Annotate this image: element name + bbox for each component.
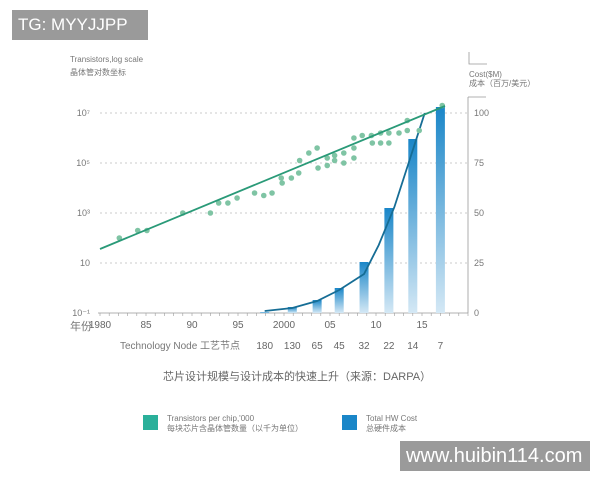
transistor-point bbox=[306, 150, 312, 156]
transistor-point bbox=[369, 140, 376, 146]
y-left-label-en: Transistors,log scale bbox=[70, 55, 144, 64]
legend-swatch-cost bbox=[342, 415, 357, 430]
cost-bar bbox=[435, 107, 445, 313]
y-right-label-cn: 成本（百万/美元） bbox=[469, 79, 536, 88]
transistor-point bbox=[351, 145, 357, 151]
watermark-bottom-right: www.huibin114.com bbox=[400, 441, 590, 471]
transistor-point bbox=[341, 160, 347, 166]
y-left-tick-label: 10³ bbox=[77, 208, 90, 218]
transistor-point bbox=[251, 190, 258, 196]
node-tick-label: 32 bbox=[358, 341, 370, 352]
node-tick-label: 130 bbox=[284, 341, 301, 352]
y-right-tick-label: 0 bbox=[474, 308, 479, 318]
transistor-point bbox=[269, 190, 275, 196]
chart-title: 芯片设计规模与设计成本的快速上升（来源：DARPA） bbox=[163, 371, 432, 383]
y-right-tick-label: 50 bbox=[474, 208, 484, 218]
transistor-point bbox=[351, 135, 357, 141]
cost-bar bbox=[359, 262, 369, 313]
cost-bar bbox=[408, 139, 418, 313]
cost-bar bbox=[287, 307, 297, 313]
transistor-point bbox=[416, 127, 423, 134]
transistor-point bbox=[386, 140, 392, 146]
transistor-point bbox=[207, 210, 214, 216]
transistor-point bbox=[324, 162, 331, 169]
x-tick-label: 85 bbox=[140, 320, 152, 331]
legend-cost-en: Total HW Cost bbox=[366, 414, 418, 423]
transistor-point bbox=[386, 130, 392, 136]
node-tick-label: 7 bbox=[438, 341, 444, 352]
legend-transistors-en: Transistors per chip,'000 bbox=[167, 414, 255, 423]
transistor-point bbox=[359, 132, 366, 139]
transistor-point bbox=[215, 200, 222, 206]
cost-bar bbox=[260, 312, 270, 313]
cost-bar bbox=[312, 300, 322, 313]
transistor-point bbox=[116, 235, 123, 241]
transistor-point bbox=[278, 175, 285, 181]
x-tick-label: 95 bbox=[232, 320, 244, 331]
transistor-point bbox=[315, 165, 321, 171]
x-axis-prefix: 年份 bbox=[70, 321, 92, 333]
transistor-point bbox=[377, 140, 384, 146]
transistor-point bbox=[288, 175, 295, 181]
transistor-point bbox=[404, 127, 411, 134]
x-tick-label: 10 bbox=[370, 320, 382, 331]
transistor-point bbox=[396, 130, 402, 136]
transistor-point bbox=[296, 157, 303, 164]
y-left-tick-label: 10⁵ bbox=[76, 158, 90, 168]
transistor-point bbox=[225, 200, 231, 206]
y-right-tick-label: 25 bbox=[474, 258, 484, 268]
node-tick-label: 180 bbox=[256, 341, 273, 352]
x-tick-label: 1980 bbox=[89, 320, 112, 331]
cost-bar bbox=[334, 288, 344, 313]
watermark-top-left: TG: MYYJJPP bbox=[12, 10, 148, 40]
transistor-point bbox=[331, 157, 338, 164]
transistor-point bbox=[295, 170, 302, 176]
cost-bar bbox=[384, 208, 394, 313]
transistor-point bbox=[341, 150, 347, 156]
y-left-tick-label: 10 bbox=[80, 258, 90, 268]
node-tick-label: 22 bbox=[383, 341, 395, 352]
transistor-point bbox=[279, 180, 285, 186]
transistor-point bbox=[314, 145, 320, 151]
node-tick-label: 65 bbox=[312, 341, 324, 352]
x-tick-label: 05 bbox=[324, 320, 336, 331]
y-right-label-en: Cost($M) bbox=[469, 70, 502, 79]
y-right-tick-label: 75 bbox=[474, 158, 484, 168]
transistor-point bbox=[260, 192, 267, 199]
legend-cost-cn: 总硬件成本 bbox=[366, 424, 406, 433]
transistor-point bbox=[234, 195, 240, 201]
legend-swatch-transistors bbox=[143, 415, 158, 430]
y-right-axis-cap bbox=[468, 52, 487, 65]
cost-line bbox=[264, 112, 426, 312]
y-left-tick-label: 10⁻¹ bbox=[72, 308, 90, 318]
x-tick-label: 2000 bbox=[273, 320, 296, 331]
y-right-tick-label: 100 bbox=[474, 108, 489, 118]
y-left-label-cn: 晶体管对数坐标 bbox=[70, 68, 126, 77]
node-axis-label: Technology Node 工艺节点 bbox=[120, 341, 241, 352]
transistor-point bbox=[351, 155, 357, 161]
x-tick-label: 90 bbox=[186, 320, 198, 331]
node-tick-label: 14 bbox=[407, 341, 419, 352]
y-left-tick-label: 10⁷ bbox=[77, 108, 90, 118]
x-tick-label: 15 bbox=[416, 320, 428, 331]
legend-transistors-cn: 每块芯片含晶体管数量（以千为单位） bbox=[167, 424, 303, 433]
transistor-point bbox=[324, 155, 331, 161]
node-tick-label: 45 bbox=[334, 341, 346, 352]
transistor-point bbox=[331, 152, 338, 159]
transistor-trend-line bbox=[99, 105, 446, 250]
